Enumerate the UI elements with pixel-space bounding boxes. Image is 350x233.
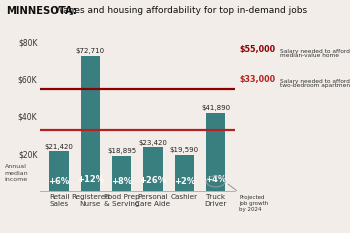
Text: Salary needed to afford: Salary needed to afford [280,79,350,84]
Text: +2%: +2% [174,177,195,186]
Text: +8%: +8% [111,178,132,186]
Text: $23,420: $23,420 [139,140,168,146]
Text: +6%: +6% [48,177,70,186]
Text: +26%: +26% [140,176,167,185]
Text: median-value home: median-value home [280,53,339,58]
Bar [206,113,225,191]
Text: Projected
job growth
by 2024: Projected job growth by 2024 [228,184,268,212]
Bar [175,154,194,191]
Text: Annual
median
income: Annual median income [5,164,28,182]
Text: +4%: +4% [205,175,226,184]
Text: $18,895: $18,895 [107,148,136,154]
Text: $21,420: $21,420 [44,144,74,150]
Text: $33,000: $33,000 [240,75,276,84]
Bar [144,147,163,191]
Text: +12%: +12% [77,175,104,184]
Bar [49,151,69,191]
Text: Salary needed to afford: Salary needed to afford [280,49,350,54]
Text: MINNESOTA:: MINNESOTA: [6,6,77,16]
Text: $55,000: $55,000 [240,45,276,54]
Bar [80,55,100,191]
Bar [112,156,131,191]
Text: two-bedroom apartment: two-bedroom apartment [280,83,350,88]
Text: $41,890: $41,890 [201,106,230,111]
Text: Wages and housing affordability for top in-demand jobs: Wages and housing affordability for top … [52,6,307,15]
Text: $19,590: $19,590 [170,147,199,153]
Text: $72,710: $72,710 [76,48,105,54]
